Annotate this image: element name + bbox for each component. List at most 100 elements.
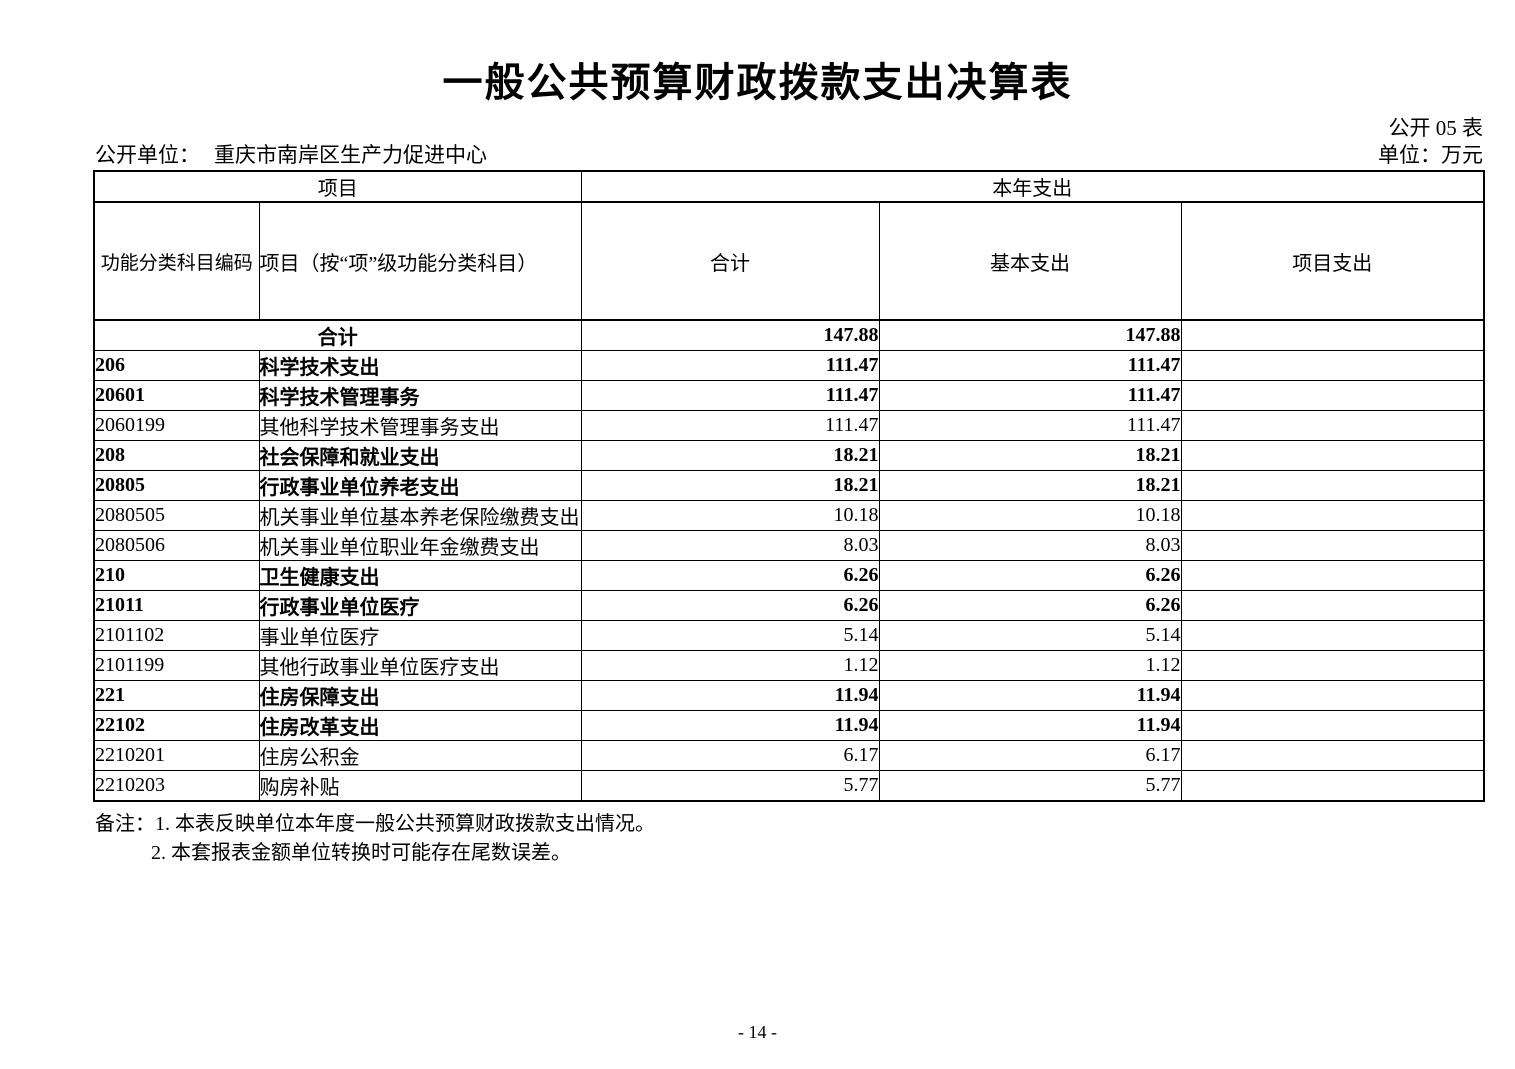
table-row: 208 社会保障和就业支出 18.21 18.21 — [93, 440, 1485, 471]
row-basic-value: 147.88 — [878, 319, 1182, 351]
row-total-value: 111.47 — [580, 350, 880, 381]
row-code: 2210201 — [93, 740, 260, 771]
row-total-value: 111.47 — [580, 380, 880, 411]
row-code: 2101199 — [93, 650, 260, 681]
row-project-value — [1180, 470, 1485, 501]
row-basic-value: 18.21 — [878, 440, 1182, 471]
row-total-value: 10.18 — [580, 500, 880, 531]
row-name: 事业单位医疗 — [258, 620, 582, 651]
row-basic-value: 11.94 — [878, 710, 1182, 741]
row-name: 科学技术管理事务 — [258, 380, 582, 411]
row-name: 行政事业单位医疗 — [258, 590, 582, 621]
org-line: 公开单位： 重庆市南岸区生产力促进中心 — [95, 139, 487, 169]
row-project-value — [1180, 500, 1485, 531]
header-col-item: 项目（按“项”级功能分类科目） — [258, 201, 582, 321]
row-total-value: 11.94 — [580, 680, 880, 711]
row-total-value: 6.26 — [580, 560, 880, 591]
row-project-value — [1180, 560, 1485, 591]
note-1-text: 1. 本表反映单位本年度一般公共预算财政拨款支出情况。 — [155, 813, 655, 835]
row-basic-value: 6.26 — [878, 560, 1182, 591]
table-row: 210 卫生健康支出 6.26 6.26 — [93, 560, 1485, 591]
row-total-value: 18.21 — [580, 470, 880, 501]
header-group-item: 项目 — [93, 170, 582, 203]
row-total-value: 6.26 — [580, 590, 880, 621]
notes-label: 备注： — [95, 813, 155, 835]
unit-label: 单位：万元 — [1378, 143, 1483, 167]
row-code: 22102 — [93, 710, 260, 741]
row-total-value: 5.14 — [580, 620, 880, 651]
row-basic-value: 5.14 — [878, 620, 1182, 651]
row-name: 科学技术支出 — [258, 350, 582, 381]
row-name: 购房补贴 — [258, 770, 582, 802]
table-row: 2080505 机关事业单位基本养老保险缴费支出 10.18 10.18 — [93, 500, 1485, 531]
table-row: 2101102 事业单位医疗 5.14 5.14 — [93, 620, 1485, 651]
row-code: 20805 — [93, 470, 260, 501]
table-row: 2101199 其他行政事业单位医疗支出 1.12 1.12 — [93, 650, 1485, 681]
row-project-value — [1180, 770, 1485, 802]
form-number-label: 公开 05 表 — [1388, 116, 1484, 140]
budget-table: 项目 本年支出 功能分类科目编码 项目（按“项”级功能分类科目） 合计 基本支出… — [93, 170, 1486, 802]
table-row: 2060199 其他科学技术管理事务支出 111.47 111.47 — [93, 410, 1485, 441]
row-project-value — [1180, 620, 1485, 651]
header-columns-row: 功能分类科目编码 项目（按“项”级功能分类科目） 合计 基本支出 项目支出 — [93, 201, 1485, 321]
org-label: 公开单位： — [95, 143, 200, 167]
row-project-value — [1180, 319, 1485, 351]
row-project-value — [1180, 380, 1485, 411]
row-code: 2060199 — [93, 410, 260, 441]
page-title: 一般公共预算财政拨款支出决算表 — [442, 60, 1073, 105]
row-basic-value: 111.47 — [878, 410, 1182, 441]
row-name: 住房改革支出 — [258, 710, 582, 741]
table-row: 2210203 购房补贴 5.77 5.77 — [93, 770, 1485, 802]
row-basic-value: 6.17 — [878, 740, 1182, 771]
row-project-value — [1180, 530, 1485, 561]
header-group-current-year: 本年支出 — [580, 170, 1485, 203]
table-row: 2210201 住房公积金 6.17 6.17 — [93, 740, 1485, 771]
note-line-1: 备注：1. 本表反映单位本年度一般公共预算财政拨款支出情况。 — [95, 810, 655, 839]
row-basic-value: 1.12 — [878, 650, 1182, 681]
row-basic-value: 11.94 — [878, 680, 1182, 711]
row-name: 行政事业单位养老支出 — [258, 470, 582, 501]
row-basic-value: 6.26 — [878, 590, 1182, 621]
row-code: 221 — [93, 680, 260, 711]
row-name: 机关事业单位职业年金缴费支出 — [258, 530, 582, 561]
table-row: 20601 科学技术管理事务 111.47 111.47 — [93, 380, 1485, 411]
table-row: 21011 行政事业单位医疗 6.26 6.26 — [93, 590, 1485, 621]
header-col-project: 项目支出 — [1180, 201, 1485, 321]
row-total-value: 111.47 — [580, 410, 880, 441]
row-project-value — [1180, 350, 1485, 381]
header-col-basic: 基本支出 — [878, 201, 1182, 321]
row-code: 2210203 — [93, 770, 260, 802]
row-basic-value: 111.47 — [878, 350, 1182, 381]
table-row: 2080506 机关事业单位职业年金缴费支出 8.03 8.03 — [93, 530, 1485, 561]
row-total-label: 合计 — [93, 319, 582, 351]
row-project-value — [1180, 680, 1485, 711]
row-project-value — [1180, 740, 1485, 771]
meta-row: 公开单位： 重庆市南岸区生产力促进中心 单位：万元 — [95, 139, 1483, 169]
row-basic-value: 8.03 — [878, 530, 1182, 561]
header-group-row: 项目 本年支出 — [93, 170, 1485, 203]
row-code: 2101102 — [93, 620, 260, 651]
row-total-value: 147.88 — [580, 319, 880, 351]
row-code: 20601 — [93, 380, 260, 411]
note-line-2: 2. 本套报表金额单位转换时可能存在尾数误差。 — [151, 842, 571, 864]
row-name: 社会保障和就业支出 — [258, 440, 582, 471]
org-name: 重庆市南岸区生产力促进中心 — [214, 143, 487, 167]
row-basic-value: 18.21 — [878, 470, 1182, 501]
header-col-total: 合计 — [580, 201, 880, 321]
page-number: - 14 - — [738, 1022, 777, 1042]
row-name: 卫生健康支出 — [258, 560, 582, 591]
row-name: 其他科学技术管理事务支出 — [258, 410, 582, 441]
table-body: 合计 147.88 147.88 206 科学技术支出 111.47 111.47 20601… — [93, 319, 1485, 802]
row-total-value: 8.03 — [580, 530, 880, 561]
row-project-value — [1180, 410, 1485, 441]
table-row: 合计 147.88 147.88 — [93, 319, 1485, 351]
row-code: 210 — [93, 560, 260, 591]
row-name: 住房保障支出 — [258, 680, 582, 711]
row-total-value: 6.17 — [580, 740, 880, 771]
row-code: 208 — [93, 440, 260, 471]
row-code: 2080505 — [93, 500, 260, 531]
row-project-value — [1180, 650, 1485, 681]
row-code: 21011 — [93, 590, 260, 621]
row-code: 2080506 — [93, 530, 260, 561]
row-name: 其他行政事业单位医疗支出 — [258, 650, 582, 681]
